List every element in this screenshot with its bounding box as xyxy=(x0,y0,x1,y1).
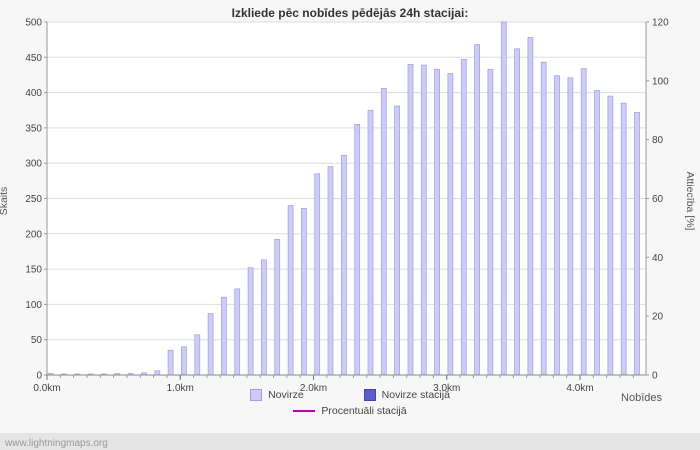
y-right-tick-label: 100 xyxy=(652,76,669,87)
bar-novirze xyxy=(554,75,560,376)
bar-novirze xyxy=(207,313,214,376)
bar-novirze xyxy=(434,68,440,376)
y-left-tick-label: 150 xyxy=(25,265,42,276)
y-right-tick-label: 120 xyxy=(652,18,669,29)
bar-novirze xyxy=(221,296,227,376)
bar-novirze xyxy=(247,267,254,376)
chart-title: Izkliede pēc nobīdes pēdējās 24h stacija… xyxy=(231,6,469,20)
bar-novirze xyxy=(540,61,547,376)
bar-novirze xyxy=(447,73,454,376)
y-right-tick-label: 60 xyxy=(652,194,664,205)
bar-novirze xyxy=(514,48,520,376)
bar-novirze xyxy=(620,102,627,376)
bar-novirze xyxy=(500,21,507,376)
legend-label: Procentuāli stacijā xyxy=(321,405,407,417)
percent-line-swatch-icon xyxy=(293,410,316,412)
y-right-tick-label: 40 xyxy=(652,253,664,264)
legend-label: Novirze stacijā xyxy=(381,389,450,401)
bar-novirze xyxy=(567,77,574,376)
bar-novirze xyxy=(367,109,374,376)
bar-novirze xyxy=(394,105,400,376)
legend-row-1: Novirze Novirze stacijā xyxy=(220,389,480,401)
legend-label: Novirze xyxy=(268,389,304,401)
y-left-tick-label: 50 xyxy=(31,335,43,346)
bar-novirze xyxy=(314,173,321,376)
x-tick-label: 4.0km xyxy=(566,383,593,394)
bar-novirze xyxy=(181,346,187,376)
legend-row-2: Procentuāli stacijā xyxy=(263,405,436,417)
bar-novirze xyxy=(341,155,347,376)
y-right-tick-label: 0 xyxy=(652,371,658,382)
bar-novirze xyxy=(380,88,387,376)
bar-novirze xyxy=(420,64,427,376)
bar-novirze xyxy=(234,288,241,376)
bar-novirze xyxy=(167,349,174,376)
x-tick-label: 0.0km xyxy=(33,383,60,394)
bar-novirze xyxy=(327,166,334,376)
y-right-tick-label: 20 xyxy=(652,312,664,323)
bar-novirze xyxy=(287,205,294,376)
bar-novirze xyxy=(407,64,414,376)
y-axis-right-title: Attiecība [%] xyxy=(684,171,696,231)
bar-novirze xyxy=(580,68,587,376)
x-axis-title: Nobīdes xyxy=(621,392,662,404)
novirze-swatch-icon xyxy=(250,389,263,401)
novirze-stacija-swatch-icon xyxy=(363,389,376,401)
x-tick-label: 2.0km xyxy=(300,383,327,394)
footer-site-link[interactable]: www.lightningmaps.org xyxy=(5,438,108,449)
y-left-tick-label: 100 xyxy=(25,300,42,311)
bar-novirze xyxy=(274,239,281,376)
y-left-tick-label: 500 xyxy=(25,18,42,29)
y-left-tick-label: 350 xyxy=(25,123,42,134)
y-left-tick-label: 250 xyxy=(25,194,42,205)
footer-bar: www.lightningmaps.org xyxy=(0,433,700,450)
y-left-tick-label: 200 xyxy=(25,229,42,240)
bar-novirze xyxy=(154,370,161,376)
y-axis-left-title: Skaits xyxy=(0,186,10,216)
bar-novirze xyxy=(527,37,534,376)
bar-novirze xyxy=(194,334,201,376)
chart-legend: Novirze Novirze stacijā Procentuāli stac… xyxy=(0,389,700,417)
bar-novirze xyxy=(594,90,600,376)
legend-item-novirze-stacija: Novirze stacijā xyxy=(363,389,450,401)
bar-novirze xyxy=(474,44,480,376)
y-left-tick-label: 300 xyxy=(25,159,42,170)
x-tick-label: 3.0km xyxy=(433,383,460,394)
bar-novirze xyxy=(607,95,614,376)
y-left-tick-label: 400 xyxy=(25,88,42,99)
bar-novirze xyxy=(487,68,494,376)
bar-novirze xyxy=(354,124,361,376)
y-left-tick-label: 450 xyxy=(25,53,42,64)
y-left-tick-label: 0 xyxy=(36,371,42,382)
legend-item-novirze: Novirze xyxy=(250,389,304,401)
bar-novirze xyxy=(261,259,267,376)
legend-item-procentuali: Procentuāli stacijā xyxy=(293,405,407,417)
bar-novirze xyxy=(301,208,307,376)
bar-novirze xyxy=(460,59,467,376)
y-right-tick-label: 80 xyxy=(652,135,664,146)
bar-novirze xyxy=(634,112,640,376)
x-tick-label: 1.0km xyxy=(167,383,194,394)
